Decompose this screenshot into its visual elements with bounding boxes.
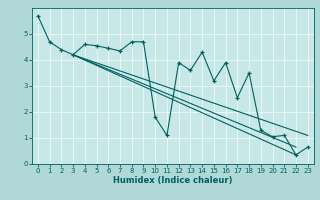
- X-axis label: Humidex (Indice chaleur): Humidex (Indice chaleur): [113, 176, 233, 185]
